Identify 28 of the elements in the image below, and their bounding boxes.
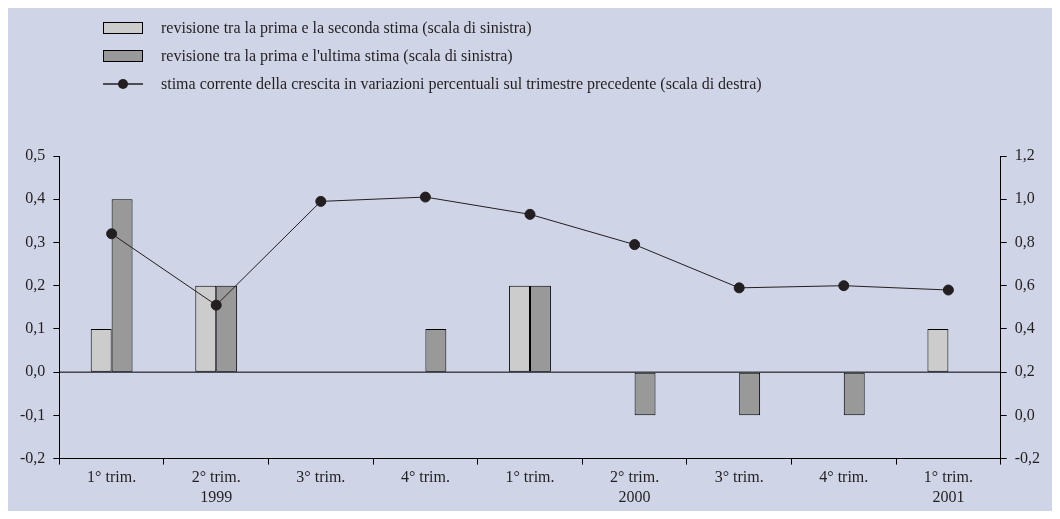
x-tick-label: 2° trim. 2000 xyxy=(610,468,660,505)
x-tick-label: 3° trim. xyxy=(296,468,346,486)
x-tick-label: 3° trim. xyxy=(714,468,764,486)
x-tick-label: 4° trim. xyxy=(819,468,869,486)
y2-tick-label: 0,0 xyxy=(1014,405,1035,423)
y2-tick-label: 0,2 xyxy=(1014,362,1035,380)
legend-label: revisione tra la prima e l'ultima stima (scala di sinistra) xyxy=(161,47,513,65)
y2-tick-label: 0,6 xyxy=(1014,275,1035,293)
y-tick-label: -0,1 xyxy=(20,405,46,423)
x-tick-label: 1° trim. 2001 xyxy=(923,468,973,505)
x-tick-label: 4° trim. xyxy=(400,468,450,486)
x-tick-label: 2° trim. 1999 xyxy=(191,468,241,505)
y2-tick-label: 0,8 xyxy=(1014,232,1035,250)
legend-label: revisione tra la prima e la seconda stima (scala di sinistra) xyxy=(161,19,532,37)
y-tick-label: 0,2 xyxy=(25,275,46,293)
y-tick-label: 0,0 xyxy=(25,362,46,380)
x-tick-label: 1° trim. xyxy=(505,468,555,486)
legend-label: stima corrente della crescita in variazioni percentuali sul trimestre precedente (scala di destra) xyxy=(161,75,762,93)
y-tick-label: 0,5 xyxy=(25,146,46,164)
y2-tick-label: 0,4 xyxy=(1014,319,1035,337)
y2-tick-label: 1,0 xyxy=(1014,189,1035,207)
y-tick-label: 0,4 xyxy=(25,189,46,207)
y-tick-label: -0,2 xyxy=(20,448,46,466)
x-tick-label: 1° trim. xyxy=(87,468,137,486)
y2-tick-label: -0,2 xyxy=(1014,448,1040,466)
y-tick-label: 0,3 xyxy=(25,232,46,250)
y-tick-label: 0,1 xyxy=(25,319,46,337)
y2-tick-label: 1,2 xyxy=(1014,146,1035,164)
